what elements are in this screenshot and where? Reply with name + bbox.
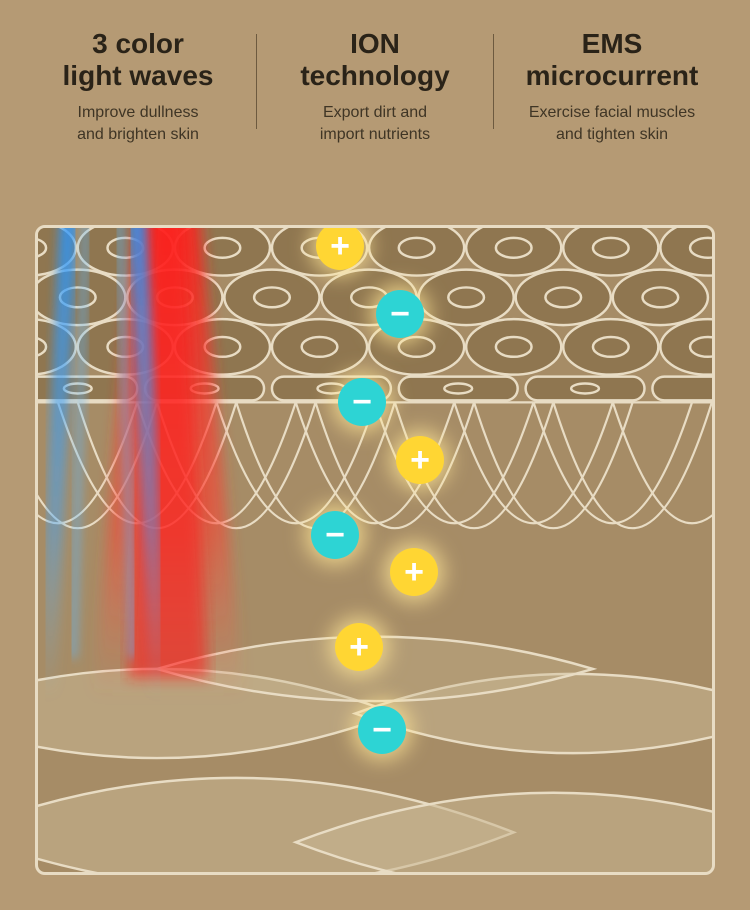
ion-plus-icon: + [396, 436, 444, 484]
feature-title-3: EMS microcurrent [506, 28, 718, 92]
ion-minus-icon: − [358, 706, 406, 754]
feature-subtitle-2-line2: import nutrients [320, 126, 430, 143]
feature-title-1-line2: light waves [63, 60, 214, 91]
feature-title-3-line2: microcurrent [526, 60, 699, 91]
ion-plus-icon: + [390, 548, 438, 596]
feature-subtitle-2: Export dirt and import nutrients [269, 102, 481, 145]
feature-col-3: EMS microcurrent Exercise facial muscles… [494, 28, 730, 146]
features-header: 3 color light waves Improve dullness and… [0, 0, 750, 166]
feature-subtitle-1: Improve dullness and brighten skin [32, 102, 244, 145]
feature-title-1: 3 color light waves [32, 28, 244, 92]
ion-minus-icon: − [311, 511, 359, 559]
feature-subtitle-3: Exercise facial muscles and tighten skin [506, 102, 718, 145]
ion-minus-icon: − [376, 290, 424, 338]
feature-col-1: 3 color light waves Improve dullness and… [20, 28, 256, 146]
feature-title-2-line1: ION [350, 28, 400, 59]
skin-diagram: +−−+−++− [35, 225, 715, 875]
feature-title-3-line1: EMS [582, 28, 643, 59]
feature-title-2: ION technology [269, 28, 481, 92]
feature-subtitle-1-line2: and brighten skin [77, 126, 199, 143]
skin-layers-svg [38, 228, 712, 872]
feature-title-1-line1: 3 color [92, 28, 184, 59]
ion-plus-icon: + [335, 623, 383, 671]
feature-subtitle-1-line1: Improve dullness [78, 104, 199, 121]
feature-title-2-line2: technology [300, 60, 449, 91]
feature-col-2: ION technology Export dirt and import nu… [257, 28, 493, 146]
feature-subtitle-2-line1: Export dirt and [323, 104, 427, 121]
ion-minus-icon: − [338, 378, 386, 426]
feature-subtitle-3-line2: and tighten skin [556, 126, 668, 143]
feature-subtitle-3-line1: Exercise facial muscles [529, 104, 695, 121]
